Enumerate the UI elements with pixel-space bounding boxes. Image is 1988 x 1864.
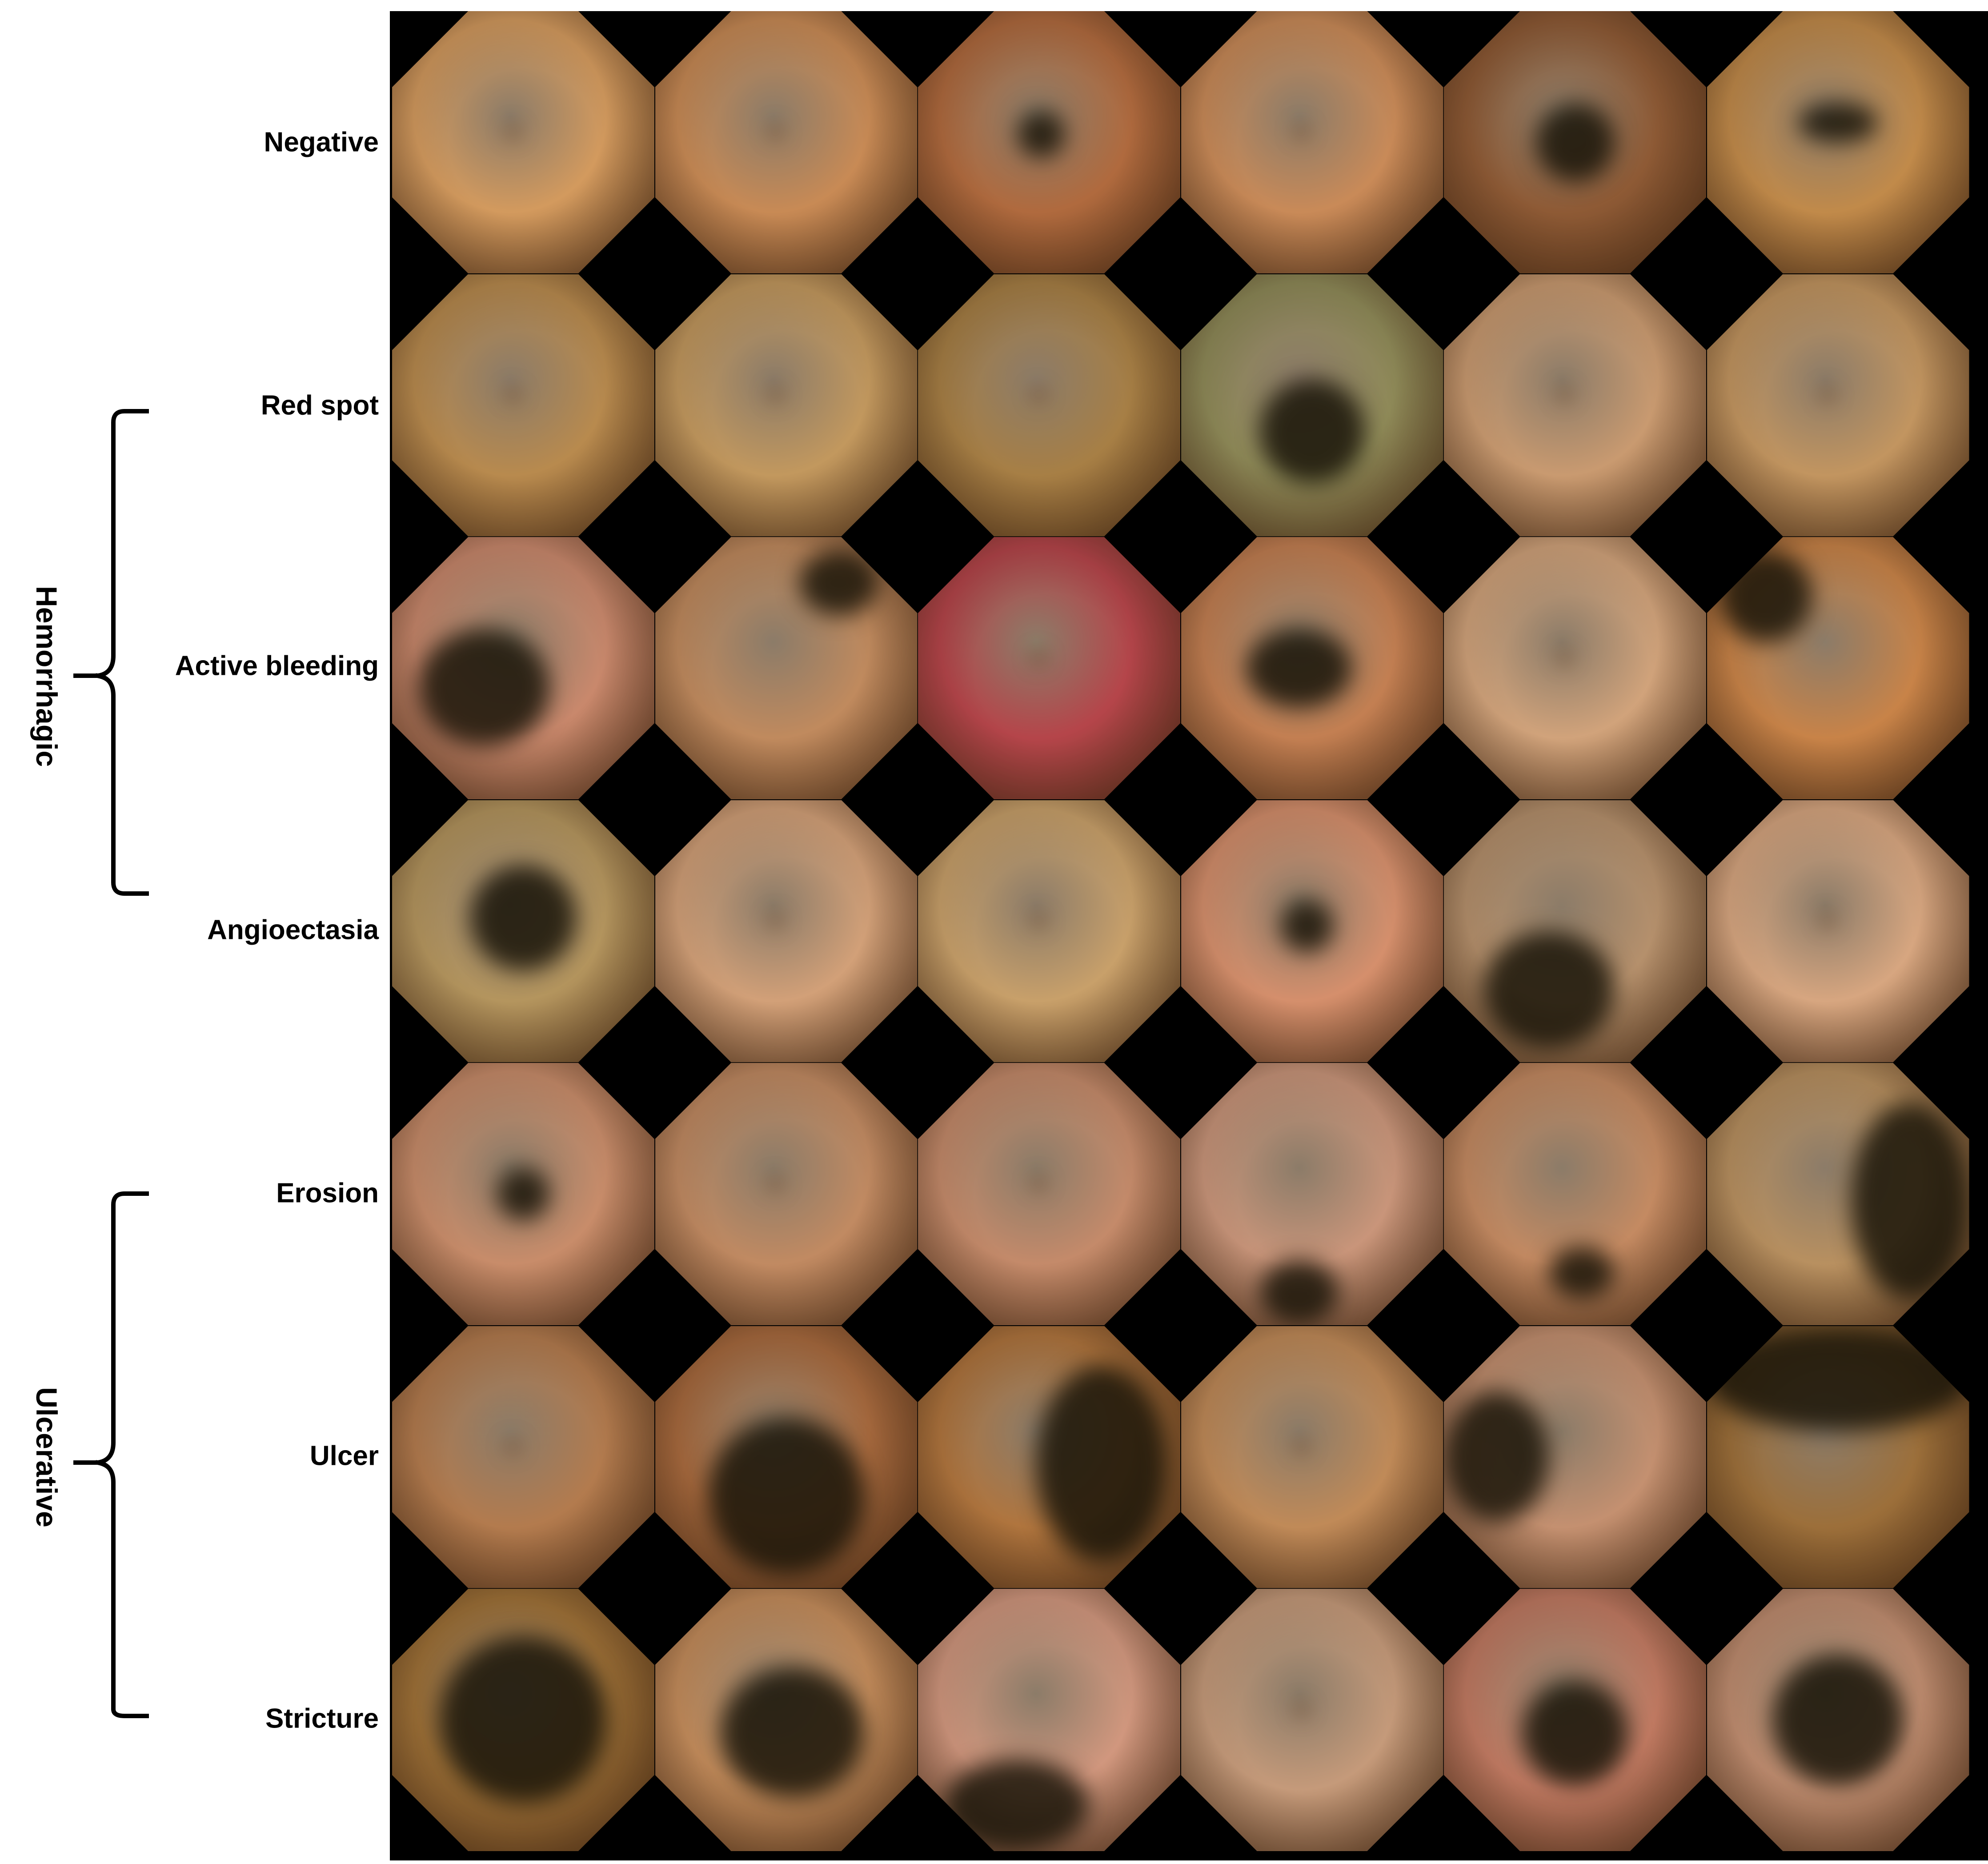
endoscopy-image (918, 274, 1180, 537)
bracket-hemorrhagic (73, 409, 149, 896)
endoscopy-image (1444, 1326, 1706, 1588)
bracket-ulcerative (73, 1191, 149, 1718)
endoscopy-image (1181, 800, 1443, 1062)
endoscopy-image (1444, 537, 1706, 799)
endoscopy-image (1181, 1326, 1443, 1588)
endoscopy-image (1707, 1326, 1969, 1588)
row-label: Erosion (276, 1178, 379, 1209)
row-label: Active bleeding (175, 650, 379, 681)
endoscopy-image (1444, 1589, 1706, 1851)
endoscopy-image (392, 274, 654, 537)
endoscopy-image (1707, 274, 1969, 537)
endoscopy-image (918, 11, 1180, 273)
endoscopy-image (1707, 1589, 1969, 1851)
endoscopy-image (655, 1326, 918, 1588)
endoscopy-image (918, 1589, 1180, 1851)
endoscopy-image (655, 1063, 918, 1325)
endoscopy-image (1444, 800, 1706, 1062)
endoscopy-image (1707, 1063, 1969, 1325)
row-label: Angioectasia (207, 914, 379, 946)
endoscopy-image (1707, 537, 1969, 799)
endoscopy-image (1181, 1589, 1443, 1851)
row-label: Stricture (265, 1703, 379, 1734)
endoscopy-image (655, 537, 918, 799)
endoscopy-image (1707, 11, 1969, 273)
endoscopy-image (918, 1063, 1180, 1325)
endoscopy-image (392, 537, 654, 799)
endoscopy-image (1181, 11, 1443, 273)
endoscopy-image (1707, 800, 1969, 1062)
endoscopy-image (918, 800, 1180, 1062)
endoscopy-image (655, 11, 918, 273)
row-label: Negative (264, 127, 379, 158)
row-label: Ulcer (309, 1440, 379, 1471)
endoscopy-image (655, 800, 918, 1062)
endoscopy-image (392, 1063, 654, 1325)
endoscopy-image (655, 274, 918, 537)
endoscopy-image (918, 1326, 1180, 1588)
endoscopy-image (392, 1589, 654, 1851)
row-label: Red spot (261, 390, 379, 421)
endoscopy-image (1444, 11, 1706, 273)
endoscopy-image (1181, 274, 1443, 537)
group-label-hemorrhagic: Hemorrhagic (30, 586, 63, 767)
image-grid-panel (390, 11, 1988, 1860)
endoscopy-image (918, 537, 1180, 799)
endoscopy-image (392, 11, 654, 273)
endoscopy-image (1444, 274, 1706, 537)
endoscopy-image (1181, 537, 1443, 799)
group-label-ulcerative: Ulcerative (30, 1387, 63, 1527)
endoscopy-image (655, 1589, 918, 1851)
endoscopy-image (1444, 1063, 1706, 1325)
endoscopy-image (392, 1326, 654, 1588)
endoscopy-image (1181, 1063, 1443, 1325)
endoscopy-image (392, 800, 654, 1062)
